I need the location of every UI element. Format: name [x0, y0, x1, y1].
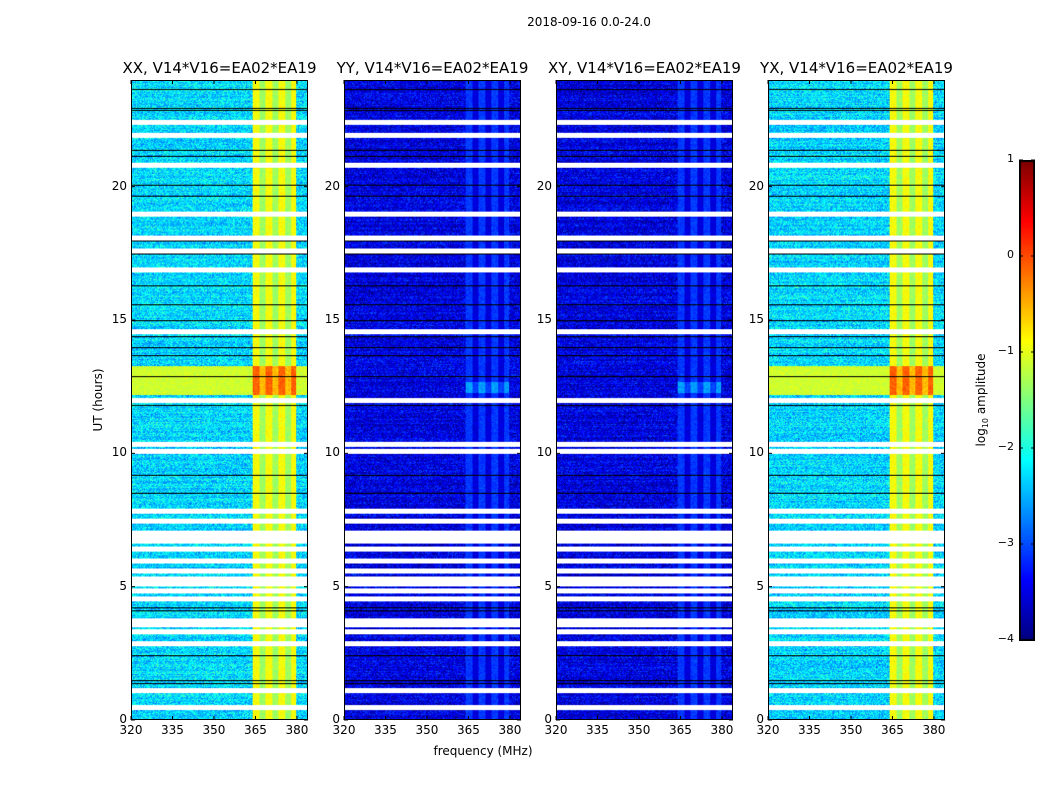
x-tick-label: 350 [627, 723, 651, 737]
y-tick-label: 20 [111, 178, 127, 193]
x-tick-label: 335 [798, 723, 821, 737]
x-tick-label: 380 [498, 723, 522, 737]
x-tick-label: 335 [374, 723, 397, 737]
y-tick-label: 10 [748, 445, 764, 460]
x-tick-label: 335 [586, 723, 609, 737]
colorbar-tick-label: 1 [1007, 152, 1014, 165]
y-tick-label: 15 [748, 312, 764, 326]
colorbar-tick-label: −3 [997, 536, 1014, 549]
x-tick-label: 365 [881, 723, 904, 737]
y-tick-label: 5 [332, 578, 340, 593]
x-tick-label: 380 [285, 723, 309, 737]
x-tick-label: 380 [922, 723, 946, 737]
x-tick-label: 320 [332, 723, 356, 737]
x-tick-label: 350 [202, 723, 226, 737]
x-tick-label: 350 [415, 723, 439, 737]
colorbar-tick-label: −2 [997, 440, 1014, 453]
heatmap-panel-yx [768, 80, 945, 720]
x-axis-label: frequency (MHz) [433, 744, 533, 758]
colorbar-tick-label: 0 [1007, 248, 1014, 261]
y-tick-label: 20 [748, 178, 764, 193]
y-tick-label: 15 [536, 312, 552, 326]
y-tick-label: 5 [544, 578, 552, 593]
colorbar-tick-label: −4 [997, 632, 1014, 645]
y-tick-label: 0 [332, 712, 340, 726]
colorbar-tick-label: −1 [997, 344, 1014, 357]
x-tick-label: 380 [710, 723, 734, 737]
x-tick-label: 320 [119, 723, 143, 737]
y-tick-label: 10 [536, 445, 552, 460]
y-tick-label: 10 [111, 445, 127, 460]
y-tick-label: 10 [324, 445, 340, 460]
panel-title: YY, V14*V16=EA02*EA19 [336, 59, 529, 77]
panel-title: XY, V14*V16=EA02*EA19 [548, 59, 741, 77]
x-tick-label: 350 [839, 723, 863, 737]
heatmap-panel-yy [344, 80, 521, 720]
y-tick-label: 0 [544, 712, 552, 726]
y-tick-label: 20 [536, 178, 552, 193]
y-tick-label: 5 [119, 578, 127, 593]
colorbar-label: log10 amplitude [973, 353, 991, 447]
panel-title: YX, V14*V16=EA02*EA19 [760, 59, 953, 77]
x-tick-label: 335 [161, 723, 184, 737]
y-axis-label: UT (hours) [91, 368, 105, 432]
x-tick-label: 365 [669, 723, 692, 737]
y-tick-label: 20 [324, 178, 340, 193]
x-tick-label: 320 [756, 723, 780, 737]
panel-title: XX, V14*V16=EA02*EA19 [122, 59, 317, 77]
x-tick-label: 320 [544, 723, 568, 737]
figure-title: 2018-09-16 0.0-24.0 [527, 15, 651, 29]
y-tick-label: 0 [756, 712, 764, 726]
x-tick-label: 365 [457, 723, 480, 737]
x-tick-label: 365 [244, 723, 267, 737]
y-tick-label: 5 [756, 578, 764, 593]
heatmap-panel-xy [556, 80, 733, 720]
y-tick-label: 15 [324, 312, 340, 326]
y-tick-label: 15 [111, 312, 127, 326]
y-tick-label: 0 [119, 712, 127, 726]
heatmap-panel-xx [131, 80, 308, 720]
colorbar [1019, 160, 1035, 641]
